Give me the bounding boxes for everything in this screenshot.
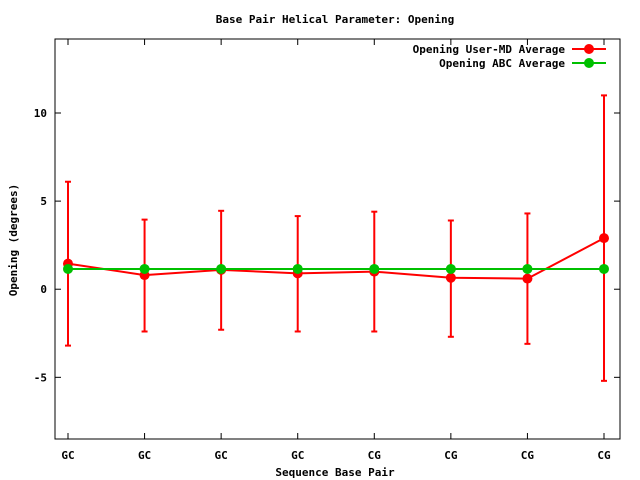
series-layer	[63, 94, 609, 382]
data-point	[216, 263, 227, 274]
x-tick-label: CG	[368, 449, 382, 462]
series-0	[63, 94, 609, 382]
data-point	[445, 263, 456, 274]
legend-marker	[584, 44, 594, 54]
legend-label: Opening ABC Average	[439, 57, 565, 70]
data-point	[522, 263, 533, 274]
legend-label: Opening User-MD Average	[413, 43, 566, 56]
data-point	[599, 263, 609, 274]
y-axis-label: Opening (degrees)	[7, 184, 20, 297]
chart-title: Base Pair Helical Parameter: Opening	[216, 13, 454, 26]
x-tick-label: GC	[138, 449, 151, 462]
x-tick-label: CG	[444, 449, 458, 462]
y-tick-label: -5	[34, 371, 47, 384]
legend-marker	[584, 58, 594, 68]
y-tick-label: 0	[40, 283, 47, 296]
plot-frame	[54, 38, 621, 440]
y-tick-label: 5	[40, 195, 47, 208]
y-tick-label: 10	[34, 107, 47, 120]
series-1	[63, 263, 609, 274]
x-tick-label: CG	[521, 449, 535, 462]
data-point	[292, 263, 303, 274]
x-axis-label: Sequence Base Pair	[275, 466, 395, 479]
data-point	[369, 263, 380, 274]
data-point	[139, 263, 150, 274]
data-point	[63, 263, 73, 274]
x-tick-label: CG	[597, 449, 611, 462]
series-line	[67, 237, 605, 280]
data-point	[599, 233, 609, 244]
x-tick-label: GC	[291, 449, 304, 462]
x-tick-label: GC	[215, 449, 228, 462]
x-tick-label: GC	[61, 449, 74, 462]
axes: -5 0 5 10 GC GC GC GC CG CG CG CG	[34, 39, 620, 462]
data-point	[522, 273, 533, 284]
data-point	[445, 272, 456, 283]
